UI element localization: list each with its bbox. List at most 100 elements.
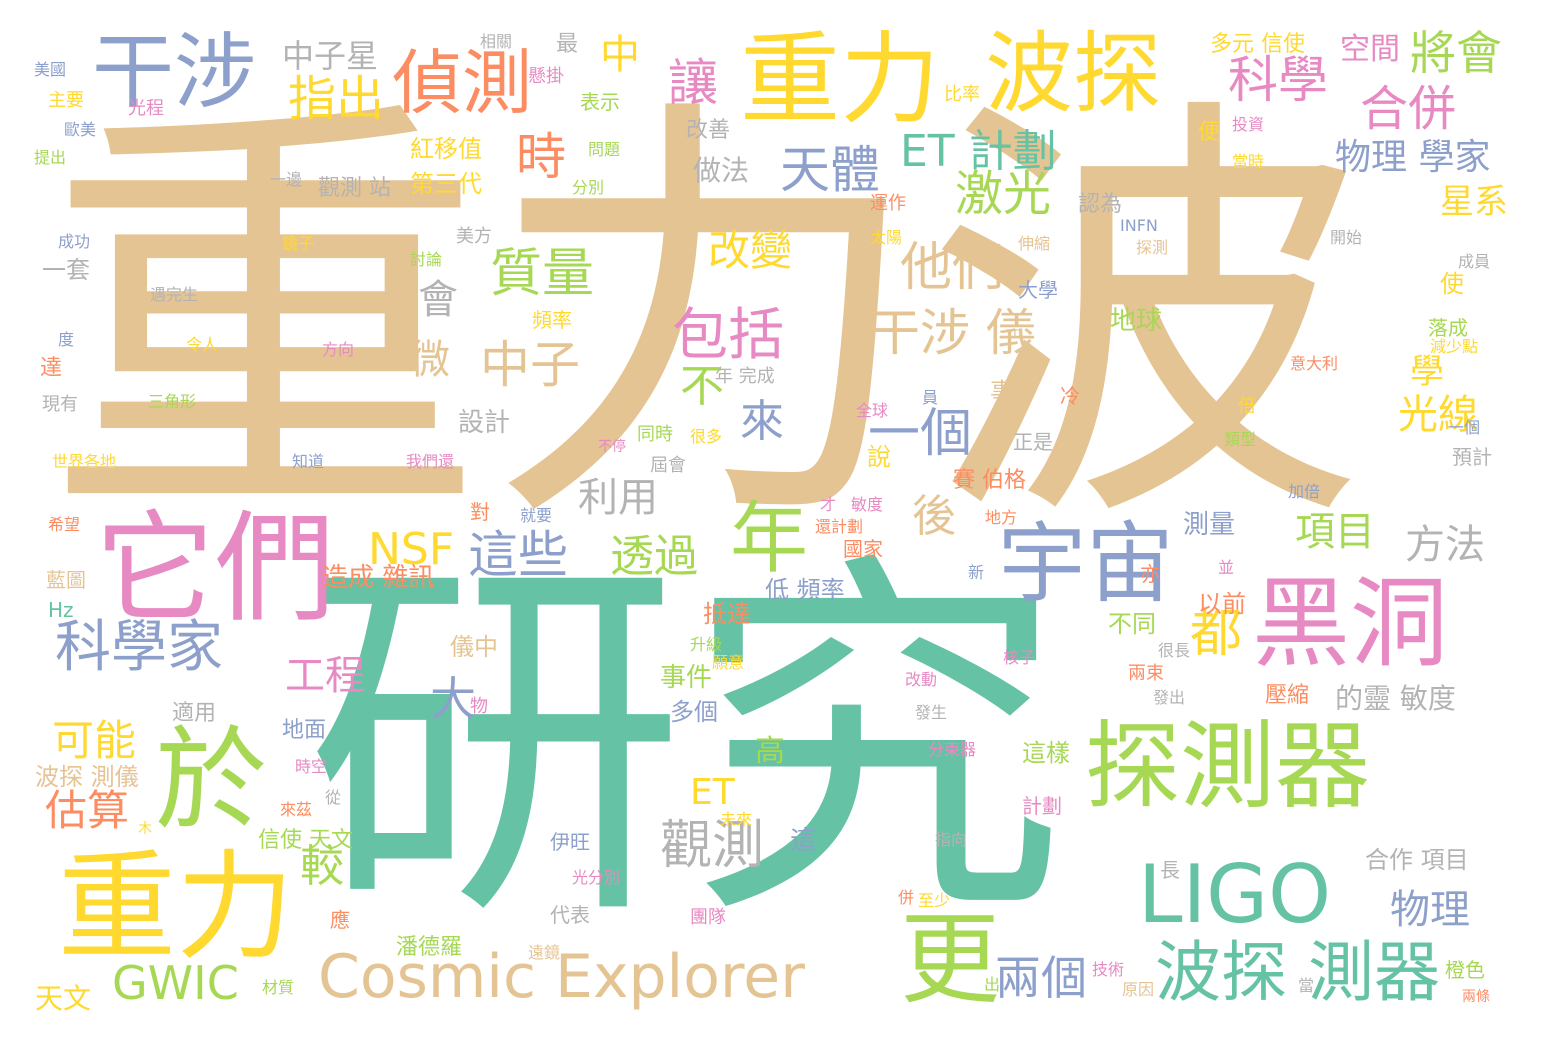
cloud-word: 至少: [918, 891, 951, 910]
cloud-word: 賽 伯格: [953, 468, 1026, 493]
cloud-word: 方法: [1405, 522, 1485, 568]
cloud-word: 抵達: [703, 600, 751, 628]
cloud-word: 方向: [322, 340, 355, 359]
cloud-word: 一套: [42, 256, 90, 284]
cloud-word: 來: [740, 396, 784, 447]
cloud-word: 時空: [295, 757, 328, 776]
cloud-word: 探測器: [1085, 712, 1371, 822]
cloud-word: 中: [600, 32, 640, 78]
cloud-word: 高: [755, 734, 785, 769]
cloud-word: 最: [556, 32, 579, 57]
cloud-word: 多元 信使: [1210, 32, 1305, 57]
cloud-word: 很長: [1158, 641, 1191, 660]
cloud-word: ET 計劃: [900, 126, 1057, 177]
cloud-word: 倍: [1238, 396, 1256, 417]
cloud-word: 冷: [1060, 384, 1080, 408]
cloud-word: 宇宙: [998, 512, 1175, 615]
cloud-word: 波探 測儀: [35, 763, 139, 791]
cloud-word: 不停: [598, 439, 626, 455]
cloud-word: 元: [1005, 322, 1022, 341]
cloud-word: 重力: [740, 21, 940, 138]
cloud-word: 從: [325, 788, 342, 807]
cloud-word: 分別: [572, 178, 605, 197]
cloud-word: 計劃: [1022, 794, 1062, 818]
cloud-word: 合作 項目: [1365, 846, 1469, 874]
cloud-word: 研究: [305, 523, 1065, 966]
cloud-word: 橙色: [1445, 958, 1485, 982]
cloud-word: 原因: [1122, 980, 1155, 999]
cloud-word: 現有: [42, 394, 78, 415]
cloud-word: 干涉: [92, 25, 257, 120]
cloud-word: 時: [516, 128, 566, 186]
cloud-word: 技術: [1092, 960, 1125, 979]
cloud-word: 黑洞: [1252, 567, 1449, 681]
cloud-word: 新: [968, 563, 985, 582]
cloud-word: 地球: [1110, 306, 1163, 336]
cloud-word: 透過: [610, 531, 698, 582]
cloud-word: 潘德羅: [396, 935, 463, 960]
cloud-word: 應: [330, 908, 350, 932]
cloud-word: 不同: [1108, 610, 1156, 638]
cloud-word: 藍圖: [46, 568, 86, 592]
cloud-word: 多個: [670, 698, 718, 726]
cloud-word: 這些: [468, 526, 568, 584]
cloud-word: 做法: [693, 154, 750, 187]
cloud-word: 木: [138, 821, 152, 837]
cloud-word: 升級: [690, 635, 723, 654]
cloud-word: 儀中: [450, 633, 498, 661]
cloud-word: 項目: [1295, 509, 1375, 555]
cloud-word: 重力波: [45, 64, 1365, 576]
cloud-word: 還計劃: [815, 517, 864, 536]
cloud-word: 未來: [720, 810, 753, 829]
cloud-word: 工程: [285, 653, 365, 699]
cloud-word: 以前: [1198, 590, 1246, 618]
cloud-word: 觀測: [660, 816, 765, 876]
cloud-word: 一邊: [270, 170, 303, 189]
cloud-word: 探測: [1136, 238, 1169, 257]
cloud-word: 兩個: [995, 951, 1087, 1005]
cloud-word: 年 完成: [715, 366, 775, 387]
cloud-word: 波探 測器: [1155, 934, 1440, 1011]
cloud-word: 表示: [580, 90, 620, 114]
cloud-word: 分束器: [928, 740, 977, 759]
cloud-word: 這樣: [1022, 739, 1070, 767]
cloud-word: 讓: [668, 54, 718, 112]
cloud-word: 科學家: [55, 615, 223, 680]
cloud-word: 當: [1298, 976, 1315, 995]
cloud-word: 這: [790, 826, 817, 856]
cloud-word: 世界各地: [52, 452, 117, 471]
cloud-word: 科學: [1228, 51, 1328, 109]
cloud-word: 偵測: [392, 42, 532, 124]
cloud-word: 造成 雜訊: [322, 563, 435, 593]
cloud-word: 發出: [1153, 688, 1186, 707]
cloud-word: 將會: [1410, 26, 1502, 80]
cloud-word: 可能: [52, 716, 137, 765]
cloud-word: 學: [1410, 352, 1444, 392]
cloud-word: 太陽: [870, 228, 903, 247]
cloud-word: 一個: [868, 404, 973, 464]
cloud-word: 材質: [262, 978, 295, 997]
cloud-word: 美方: [456, 226, 492, 247]
cloud-word: 意大利: [1290, 354, 1339, 373]
cloud-word: 主要: [48, 90, 84, 111]
cloud-word: 很多: [690, 427, 723, 446]
cloud-word: 度: [58, 330, 75, 349]
cloud-word: 設計: [458, 408, 511, 438]
cloud-word: 改變: [708, 226, 793, 275]
cloud-word: 美國: [34, 60, 67, 79]
cloud-word: 物理: [1390, 887, 1470, 933]
cloud-word: 希望: [48, 515, 81, 534]
cloud-word: 投資: [1232, 115, 1265, 134]
cloud-word: Hz: [48, 598, 74, 622]
cloud-word: 併: [898, 888, 915, 907]
cloud-word: 適用: [172, 701, 217, 726]
cloud-word: 開始: [1330, 228, 1363, 247]
cloud-word: 微: [410, 337, 450, 383]
cloud-word: LIGO: [1138, 848, 1332, 941]
cloud-word: 的靈 敏度: [1335, 682, 1456, 715]
cloud-word: 干涉 儀: [870, 304, 1036, 362]
cloud-word: 改動: [905, 670, 938, 689]
cloud-word: 亦: [1140, 562, 1160, 586]
cloud-word: 預計: [1452, 445, 1492, 469]
